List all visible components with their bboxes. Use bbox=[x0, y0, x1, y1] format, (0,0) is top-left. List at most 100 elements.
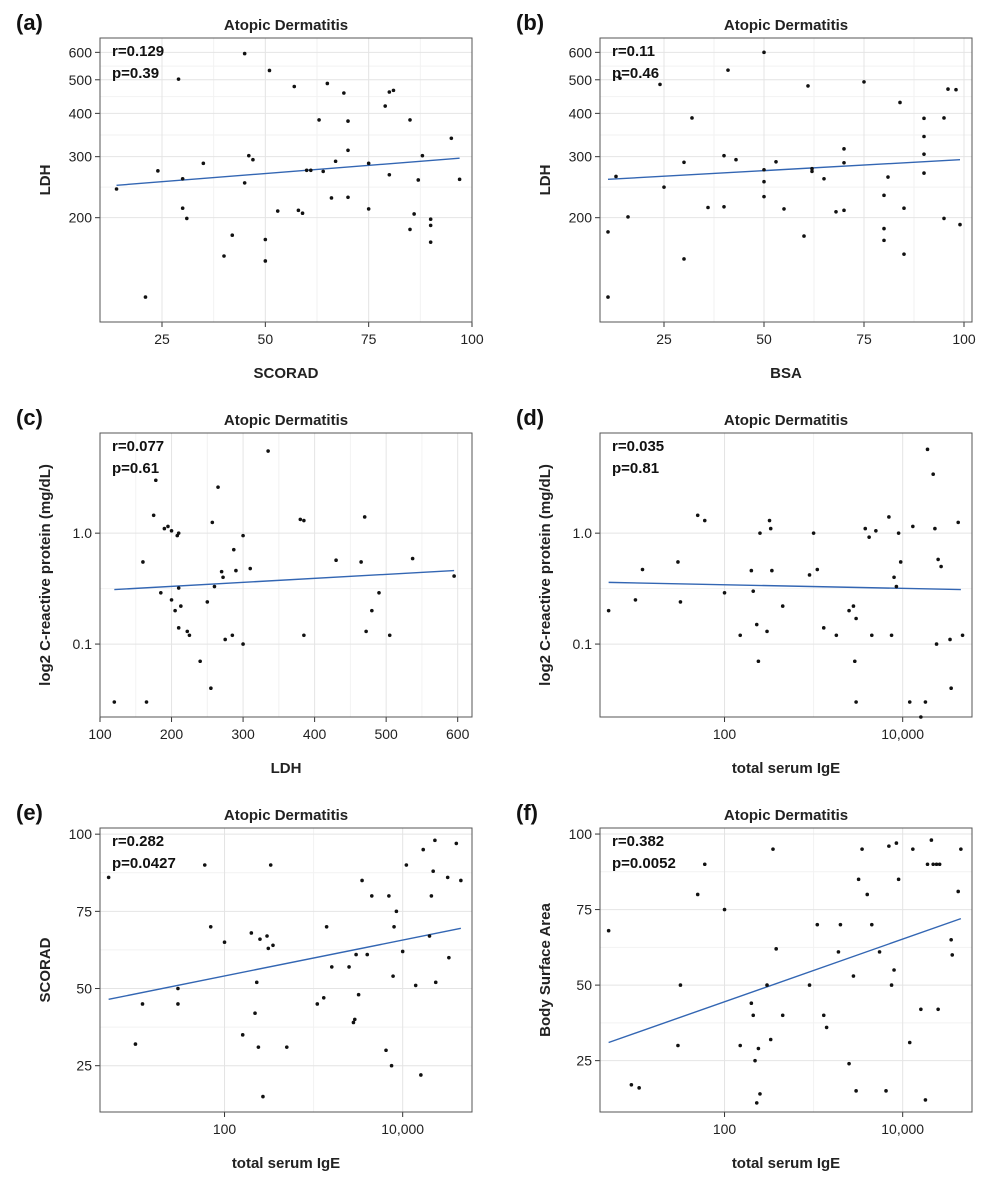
x-tick-label: 10,000 bbox=[881, 726, 924, 742]
data-point bbox=[907, 1040, 912, 1045]
data-point bbox=[726, 68, 730, 72]
regression-line bbox=[114, 569, 455, 591]
data-point bbox=[702, 862, 707, 867]
data-point bbox=[383, 104, 388, 108]
data-point bbox=[676, 1043, 680, 1048]
data-point bbox=[412, 212, 416, 216]
data-point bbox=[185, 216, 189, 221]
data-point bbox=[176, 626, 181, 630]
data-point bbox=[695, 513, 700, 518]
y-tick-label: 50 bbox=[76, 981, 92, 997]
x-tick-label: 100 bbox=[88, 726, 112, 742]
data-point bbox=[325, 81, 330, 86]
chart-svg: 100 10,000 25 50 75 100 (f) Atopic Dermatitis r=… bbox=[516, 800, 973, 1172]
chart-title: Atopic Dermatitis bbox=[224, 412, 348, 429]
data-point bbox=[751, 589, 756, 593]
data-point bbox=[821, 626, 826, 630]
data-point bbox=[205, 600, 210, 604]
data-point bbox=[939, 564, 943, 569]
data-point bbox=[925, 447, 930, 452]
x-tick-label: 100 bbox=[713, 726, 737, 742]
data-point bbox=[433, 980, 438, 985]
data-point bbox=[946, 87, 950, 91]
data-point bbox=[143, 295, 148, 299]
panel-c: 100 200 300 400 500 600 0.1 1.0 (c) Atopic Dermat… bbox=[0, 395, 500, 790]
data-point bbox=[176, 986, 180, 991]
data-point bbox=[780, 1013, 785, 1018]
data-point bbox=[304, 168, 309, 173]
data-point bbox=[749, 1001, 754, 1006]
data-point bbox=[242, 181, 247, 185]
y-tick-label: 75 bbox=[76, 903, 92, 919]
data-point bbox=[179, 604, 183, 608]
regression-line bbox=[607, 159, 961, 181]
correlation-annotation: r=0.129 bbox=[112, 43, 164, 60]
data-point bbox=[346, 119, 350, 123]
data-point bbox=[936, 1007, 940, 1012]
data-point bbox=[428, 217, 433, 221]
data-point bbox=[256, 1045, 261, 1049]
data-point bbox=[296, 208, 301, 213]
data-point bbox=[658, 82, 662, 87]
panel-label: (b) bbox=[516, 10, 544, 35]
data-point bbox=[842, 147, 846, 151]
data-point bbox=[445, 875, 450, 880]
data-point bbox=[180, 176, 185, 181]
data-point bbox=[960, 633, 965, 638]
data-point bbox=[749, 568, 754, 573]
data-point bbox=[354, 952, 358, 957]
chart-title: Atopic Dermatitis bbox=[724, 807, 848, 824]
data-point bbox=[936, 557, 940, 562]
x-axis-label: total serum IgE bbox=[732, 760, 840, 777]
data-point bbox=[201, 161, 206, 166]
data-point bbox=[807, 573, 812, 577]
data-point bbox=[447, 955, 451, 960]
data-point bbox=[834, 633, 839, 638]
data-point bbox=[887, 515, 891, 519]
data-point bbox=[209, 686, 213, 691]
data-point bbox=[902, 206, 906, 211]
data-point bbox=[169, 529, 174, 533]
data-point bbox=[180, 206, 185, 211]
data-point bbox=[882, 226, 886, 231]
data-point bbox=[922, 134, 926, 139]
plot-area bbox=[600, 433, 972, 717]
data-point bbox=[678, 983, 683, 987]
chart-title: Atopic Dermatitis bbox=[724, 412, 848, 429]
data-point bbox=[892, 575, 896, 580]
data-point bbox=[221, 575, 225, 580]
data-point bbox=[317, 118, 321, 122]
correlation-annotation: p=0.0427 bbox=[112, 855, 176, 872]
data-point bbox=[404, 863, 409, 867]
data-point bbox=[847, 608, 851, 613]
data-point bbox=[410, 556, 415, 561]
x-tick-label: 100 bbox=[952, 331, 976, 347]
chart-svg: 100 10,000 0.1 1.0 (d) Atopic Dermatitis r=0.0… bbox=[516, 405, 973, 777]
plot-area bbox=[600, 38, 972, 322]
data-point bbox=[942, 116, 946, 120]
y-tick-label: 0.1 bbox=[573, 636, 593, 652]
plot-frame bbox=[599, 432, 973, 718]
data-point bbox=[408, 118, 412, 122]
data-point bbox=[606, 608, 611, 613]
data-point bbox=[166, 524, 170, 529]
data-point bbox=[889, 983, 894, 987]
plot-area bbox=[100, 828, 472, 1112]
data-point bbox=[902, 252, 906, 256]
data-point bbox=[457, 177, 462, 182]
data-point bbox=[854, 1089, 858, 1093]
data-point bbox=[268, 863, 273, 867]
data-point bbox=[428, 240, 433, 244]
data-point bbox=[762, 179, 766, 184]
data-point bbox=[782, 207, 786, 211]
chart-title: Atopic Dermatitis bbox=[724, 17, 848, 34]
data-point bbox=[258, 937, 262, 941]
y-axis-label: LDH bbox=[537, 165, 554, 196]
data-point bbox=[413, 983, 418, 988]
data-point bbox=[141, 560, 145, 564]
data-point bbox=[346, 148, 350, 153]
x-tick-label: 500 bbox=[374, 726, 398, 742]
data-point bbox=[387, 633, 392, 638]
data-point bbox=[210, 520, 215, 525]
data-point bbox=[267, 68, 272, 73]
